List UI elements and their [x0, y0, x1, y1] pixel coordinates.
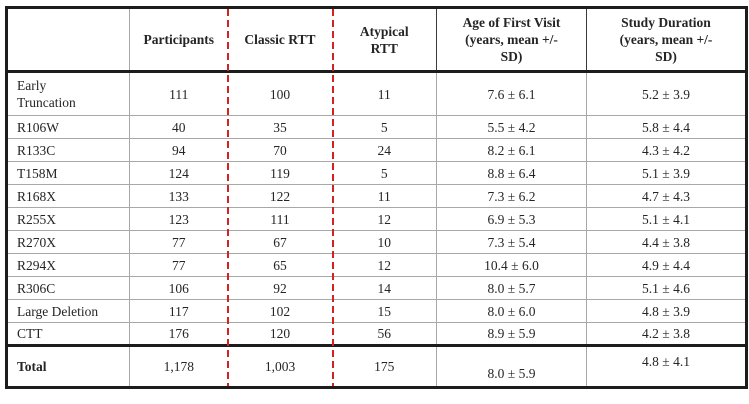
table-row-r133c: R133C 94 70 24 8.2 ± 6.1 4.3 ± 4.2: [6, 138, 747, 162]
total-row: Total 1,178 1,003 175 8.0 ± 5.9 4.8 ± 4.…: [6, 345, 747, 388]
header-study-duration: Study Duration (years, mean +/- SD): [586, 7, 747, 73]
total-study-duration-value: 4.8 ± 4.1: [586, 345, 747, 388]
row-label: CTT: [17, 326, 43, 341]
table-row-early-truncation: Early Truncation 111 100 11 7.6 ± 6.1 5.…: [6, 71, 747, 116]
header-classic-rtt: Classic RTT: [227, 7, 333, 73]
study-duration-value: 5.8 ± 4.4: [586, 115, 747, 139]
header-atypical-rtt: Atypical RTT: [332, 7, 437, 73]
row-label: R270X: [17, 234, 57, 250]
age-first-visit-value: 8.0 ± 5.7: [436, 276, 587, 300]
atypical-rtt-value: 56: [377, 326, 392, 341]
atypical-rtt-value: 24: [377, 142, 392, 158]
age-first-visit-value: 8.2 ± 6.1: [436, 138, 587, 162]
classic-rtt-value: 100: [269, 86, 291, 102]
study-duration-value: 5.1 ± 3.9: [586, 161, 747, 185]
study-duration-value: 4.2 ± 3.8: [586, 322, 747, 346]
table-row-r106w: R106W 40 35 5 5.5 ± 4.2 5.8 ± 4.4: [6, 115, 747, 139]
row-label: Early Truncation: [17, 78, 76, 110]
classic-rtt-value: 35: [273, 119, 287, 135]
header-participants: Participants: [129, 7, 228, 73]
atypical-rtt-value: 12: [377, 211, 392, 227]
participants-value: 117: [129, 299, 228, 323]
age-first-visit-value: 10.4 ± 6.0: [436, 253, 587, 277]
classic-rtt-value: 119: [270, 165, 290, 181]
rtt-mutation-table: Participants Classic RTT Atypical RTT Ag…: [5, 6, 748, 389]
row-label: Large Deletion: [17, 303, 99, 319]
age-first-visit-value: 8.0 ± 6.0: [436, 299, 587, 323]
header-age-first-visit: Age of First Visit (years, mean +/- SD): [436, 7, 587, 73]
study-duration-value: 5.1 ± 4.1: [586, 207, 747, 231]
study-duration-value: 4.9 ± 4.4: [586, 253, 747, 277]
study-duration-value: 4.4 ± 3.8: [586, 230, 747, 254]
participants-value: 94: [129, 138, 228, 162]
classic-rtt-value: 120: [269, 326, 291, 341]
table-row-r255x: R255X 123 111 12 6.9 ± 5.3 5.1 ± 4.1: [6, 207, 747, 231]
total-classic-rtt-value: 1,003: [264, 359, 296, 374]
row-label: R133C: [17, 142, 56, 158]
row-label: T158M: [17, 165, 58, 181]
total-age-first-visit-value: 8.0 ± 5.9: [436, 345, 587, 388]
table-row-t158m: T158M 124 119 5 8.8 ± 6.4 5.1 ± 3.9: [6, 161, 747, 185]
table-row-ctt: CTT 176 120 56 8.9 ± 5.9 4.2 ± 3.8: [6, 322, 747, 346]
participants-value: 133: [129, 184, 228, 208]
row-label: R106W: [17, 119, 59, 135]
study-duration-value: 4.8 ± 3.9: [586, 299, 747, 323]
total-participants-value: 1,178: [129, 345, 228, 388]
participants-value: 124: [129, 161, 228, 185]
age-first-visit-value: 7.6 ± 6.1: [436, 71, 587, 116]
mutation-table-wrapper: Participants Classic RTT Atypical RTT Ag…: [5, 6, 748, 389]
age-first-visit-value: 7.3 ± 6.2: [436, 184, 587, 208]
age-first-visit-value: 8.9 ± 5.9: [436, 322, 587, 346]
row-label: R306C: [17, 280, 56, 296]
participants-value: 106: [129, 276, 228, 300]
row-label: R168X: [17, 188, 57, 204]
classic-rtt-value: 92: [273, 280, 287, 296]
study-duration-value: 4.3 ± 4.2: [586, 138, 747, 162]
row-label: R255X: [17, 211, 57, 227]
age-first-visit-value: 7.3 ± 5.4: [436, 230, 587, 254]
atypical-rtt-value: 10: [377, 234, 392, 250]
participants-value: 77: [129, 253, 228, 277]
study-duration-value: 5.2 ± 3.9: [586, 71, 747, 116]
table-row-r306c: R306C 106 92 14 8.0 ± 5.7 5.1 ± 4.6: [6, 276, 747, 300]
age-first-visit-value: 8.8 ± 6.4: [436, 161, 587, 185]
table-row-r270x: R270X 77 67 10 7.3 ± 5.4 4.4 ± 3.8: [6, 230, 747, 254]
participants-value: 40: [129, 115, 228, 139]
study-duration-value: 5.1 ± 4.6: [586, 276, 747, 300]
study-duration-value: 4.7 ± 4.3: [586, 184, 747, 208]
atypical-rtt-value: 11: [377, 188, 391, 204]
total-atypical-rtt-value: 175: [374, 359, 395, 374]
classic-rtt-value: 65: [273, 257, 287, 273]
age-first-visit-value: 5.5 ± 4.2: [436, 115, 587, 139]
atypical-rtt-value: 5: [380, 165, 388, 181]
age-first-visit-value: 6.9 ± 5.3: [436, 207, 587, 231]
classic-rtt-value: 111: [270, 211, 290, 227]
classic-rtt-value: 102: [269, 303, 291, 319]
header-blank-cell: [6, 7, 130, 73]
classic-rtt-value: 70: [273, 142, 287, 158]
table-row-large-deletion: Large Deletion 117 102 15 8.0 ± 6.0 4.8 …: [6, 299, 747, 323]
row-label: R294X: [17, 257, 57, 273]
participants-value: 123: [129, 207, 228, 231]
participants-value: 77: [129, 230, 228, 254]
participants-value: 176: [129, 322, 228, 346]
atypical-rtt-value: 15: [377, 303, 392, 319]
participants-value: 111: [129, 71, 228, 116]
header-row: Participants Classic RTT Atypical RTT Ag…: [6, 7, 747, 73]
atypical-rtt-value: 5: [380, 119, 388, 135]
table-row-r168x: R168X 133 122 11 7.3 ± 6.2 4.7 ± 4.3: [6, 184, 747, 208]
atypical-rtt-value: 12: [377, 257, 392, 273]
atypical-rtt-value: 11: [377, 86, 391, 102]
total-label: Total: [17, 359, 47, 374]
classic-rtt-value: 122: [269, 188, 291, 204]
classic-rtt-value: 67: [273, 234, 287, 250]
table-row-r294x: R294X 77 65 12 10.4 ± 6.0 4.9 ± 4.4: [6, 253, 747, 277]
atypical-rtt-value: 14: [377, 280, 392, 296]
